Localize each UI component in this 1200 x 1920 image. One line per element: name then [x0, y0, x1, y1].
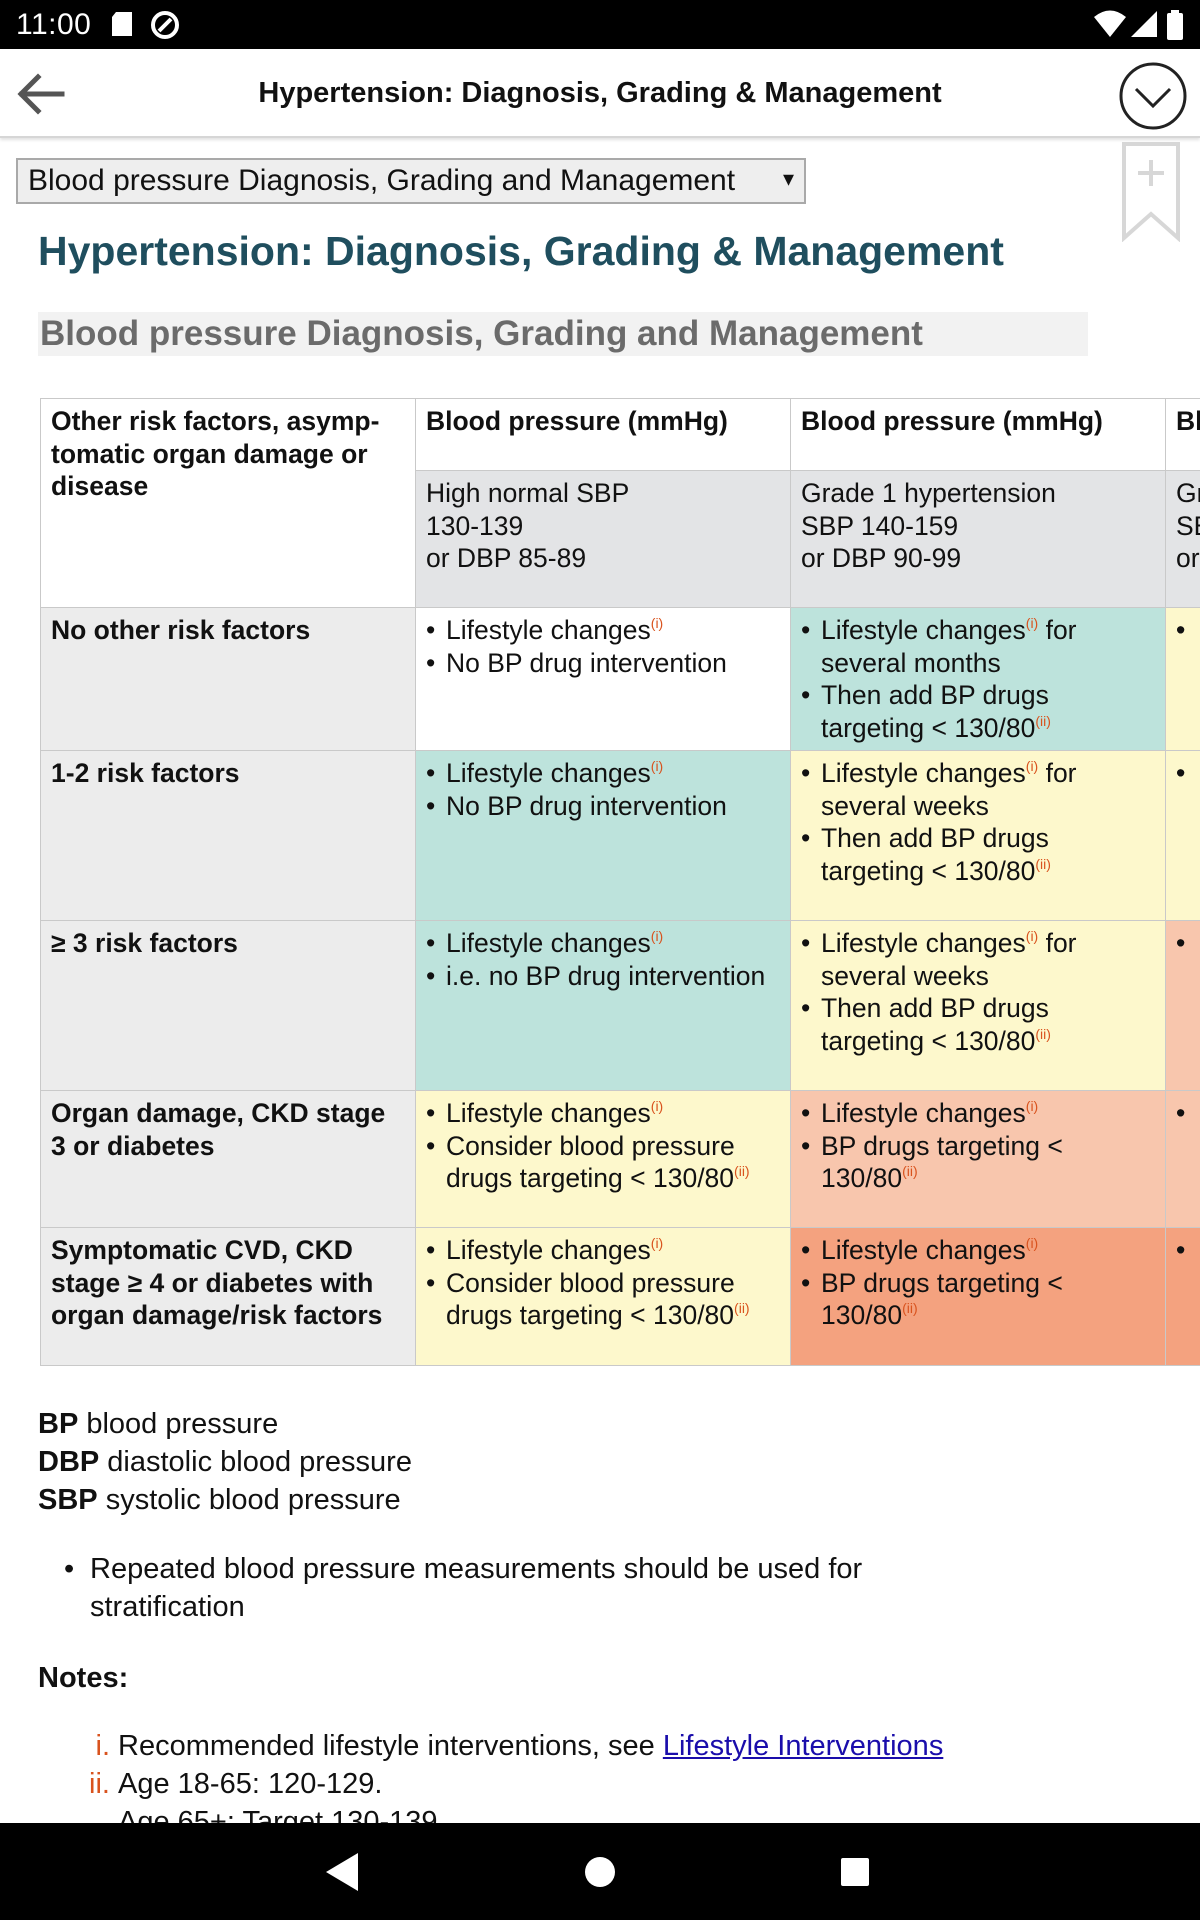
- cell-bullet: Lifestyle changes(i) for several weeks: [801, 927, 1155, 992]
- column-header: Blood pressure (mmHg): [790, 398, 1166, 471]
- section-dropdown-value: Blood pressure Diagnosis, Grading and Ma…: [28, 164, 736, 197]
- note-item: i. Recommended lifestyle interventions, s…: [70, 1730, 944, 1763]
- cell-bullet: Lifestyle changes(i) for several weeks: [801, 757, 1155, 822]
- note-item: Age 65+: Target 130-139: [70, 1806, 438, 1823]
- grade-line: or DBP 90-99: [801, 543, 962, 573]
- cell-bullet: No BP drug intervention: [426, 647, 780, 680]
- cell-bullet: BP drugs targeting < 130/80(ii): [801, 1267, 1155, 1332]
- table-row: ≥ 3 risk factors Lifestyle changes(i) i.…: [40, 920, 1200, 1091]
- table-row: No other risk factors Lifestyle changes(…: [40, 607, 1200, 751]
- grade-cell: Grade 1 hypertension SBP 140-159 or DBP …: [790, 470, 1166, 608]
- status-time: 11:00: [16, 8, 92, 41]
- table-cell: Lifestyle changes(i) No BP drug interven…: [415, 607, 791, 751]
- cell-bullet: i.e. no BP drug intervention: [426, 960, 780, 993]
- app-bar: Hypertension: Diagnosis, Grading & Manag…: [0, 49, 1200, 138]
- cell-bullet: Lifestyle changes(i): [426, 927, 780, 960]
- row-label: ≥ 3 risk factors: [40, 920, 416, 1091]
- grade-cell: High normal SBP 130-139 or DBP 85-89: [415, 470, 791, 608]
- dropdown-caret-icon: ▾: [782, 166, 794, 191]
- table-cell-clipped: [1165, 750, 1200, 921]
- note-text: Age 65+: Target 130-139: [118, 1806, 438, 1823]
- wifi-icon: [1094, 10, 1126, 37]
- cell-bullet: Lifestyle changes(i): [426, 1097, 780, 1130]
- table-row: Organ damage, CKD stage 3 or diabetes Li…: [40, 1090, 1200, 1228]
- table-cell: Lifestyle changes(i) Consider blood pres…: [415, 1090, 791, 1228]
- lifestyle-interventions-link[interactable]: Lifestyle Interventions: [662, 1730, 944, 1762]
- cell-bullet: Lifestyle changes(i) for several months: [801, 614, 1155, 679]
- abbreviation: DBP diastolic blood pressure: [38, 1446, 412, 1478]
- note-number: i.: [95, 1730, 111, 1762]
- cell-bullet: Lifestyle changes(i): [426, 614, 780, 647]
- abbreviation: SBP systolic blood pressure: [38, 1484, 401, 1516]
- content-area[interactable]: Blood pressure Diagnosis, Grading and Ma…: [0, 140, 1200, 1823]
- app-bar-title: Hypertension: Diagnosis, Grading & Manag…: [258, 77, 942, 109]
- battery-icon: [1167, 10, 1183, 40]
- grade-cell: Gr SE or: [1165, 470, 1200, 608]
- grade-line: Grade 1 hypertension: [801, 478, 1056, 508]
- note-item: ii. Age 18-65: 120-129.: [70, 1768, 382, 1801]
- row-label: Organ damage, CKD stage 3 or diabetes: [40, 1090, 416, 1228]
- table-cell-clipped: [1165, 920, 1200, 1091]
- notes-title: Notes:: [38, 1662, 129, 1694]
- signal-icon: [1131, 11, 1157, 37]
- bp-management-table: Other risk factors, asymp-tomatic organ …: [40, 398, 1200, 1366]
- cell-bullet: BP drugs targeting < 130/80(ii): [801, 1130, 1155, 1195]
- circle-home-icon[interactable]: [575, 1847, 625, 1897]
- grade-line: or: [1176, 543, 1200, 573]
- sync-icon: [151, 11, 179, 39]
- square-recents-icon[interactable]: [830, 1847, 880, 1897]
- grade-line: 130-139: [426, 510, 524, 541]
- grade-line: High normal SBP: [426, 478, 630, 508]
- note-text: Age 18-65: 120-129.: [118, 1768, 383, 1800]
- table-corner-header: Other risk factors, asymp-tomatic organ …: [40, 398, 416, 608]
- column-header: Bl: [1165, 398, 1200, 471]
- cell-bullet: No BP drug intervention: [426, 790, 780, 823]
- abbreviation: BP blood pressure: [38, 1408, 279, 1440]
- page-title: Hypertension: Diagnosis, Grading & Manag…: [38, 228, 1004, 274]
- cell-bullet: Lifestyle changes(i): [426, 1234, 780, 1267]
- grade-line: SE: [1176, 510, 1200, 541]
- table-cell: Lifestyle changes(i) for several weeks T…: [790, 750, 1166, 921]
- section-heading: Blood pressure Diagnosis, Grading and Ma…: [38, 312, 1088, 356]
- row-label: 1-2 risk factors: [40, 750, 416, 921]
- corner-label: Other risk factors, asymp-tomatic organ …: [51, 406, 380, 501]
- sd-card-icon: [112, 12, 132, 36]
- table-row: Symptomatic CVD, CKD stage ≥ 4 or diabet…: [40, 1227, 1200, 1366]
- table-cell: Lifestyle changes(i) i.e. no BP drug int…: [415, 920, 791, 1091]
- cell-bullet: Lifestyle changes(i): [426, 757, 780, 790]
- cell-bullet: Then add BP drugs targeting < 130/80(ii): [801, 992, 1155, 1057]
- bookmark-add-icon[interactable]: [1120, 142, 1182, 242]
- cell-bullet: Consider blood pressure drugs targeting …: [426, 1267, 780, 1332]
- arrow-left-icon[interactable]: [10, 63, 72, 125]
- bullet-note: Repeated blood pressure measurements sho…: [64, 1550, 1020, 1626]
- table-cell: Lifestyle changes(i) BP drugs targeting …: [790, 1090, 1166, 1228]
- row-label: Symptomatic CVD, CKD stage ≥ 4 or diabet…: [40, 1227, 416, 1366]
- table-cell-clipped: [1165, 607, 1200, 751]
- table-cell: Lifestyle changes(i) for several months …: [790, 607, 1166, 751]
- section-dropdown[interactable]: Blood pressure Diagnosis, Grading and Ma…: [16, 158, 806, 204]
- table-cell: Lifestyle changes(i) BP drugs targeting …: [790, 1227, 1166, 1366]
- grade-line: Gr: [1176, 478, 1200, 508]
- navigation-bar: [0, 1823, 1200, 1920]
- cell-bullet: Consider blood pressure drugs targeting …: [426, 1130, 780, 1195]
- row-label: No other risk factors: [40, 607, 416, 751]
- triangle-back-icon[interactable]: [318, 1847, 368, 1897]
- cell-bullet: Lifestyle changes(i): [801, 1097, 1155, 1130]
- table-cell: Lifestyle changes(i) No BP drug interven…: [415, 750, 791, 921]
- cell-bullet: Then add BP drugs targeting < 130/80(ii): [801, 822, 1155, 887]
- note-text: Recommended lifestyle interventions, see: [118, 1730, 663, 1762]
- note-number: ii.: [89, 1768, 110, 1800]
- table-row: 1-2 risk factors Lifestyle changes(i) No…: [40, 750, 1200, 921]
- table-cell-clipped: [1165, 1227, 1200, 1366]
- grade-line: or DBP 85-89: [426, 543, 587, 573]
- grade-line: SBP 140-159: [801, 510, 959, 541]
- cell-bullet: Then add BP drugs targeting < 130/80(ii): [801, 679, 1155, 744]
- table-cell: Lifestyle changes(i) Consider blood pres…: [415, 1227, 791, 1366]
- table-cell: Lifestyle changes(i) for several weeks T…: [790, 920, 1166, 1091]
- table-cell-clipped: [1165, 1090, 1200, 1228]
- column-header: Blood pressure (mmHg): [415, 398, 791, 471]
- status-bar: 11:00: [0, 0, 1200, 49]
- cell-bullet: Lifestyle changes(i): [801, 1234, 1155, 1267]
- chevron-down-circle-icon[interactable]: [1118, 61, 1188, 131]
